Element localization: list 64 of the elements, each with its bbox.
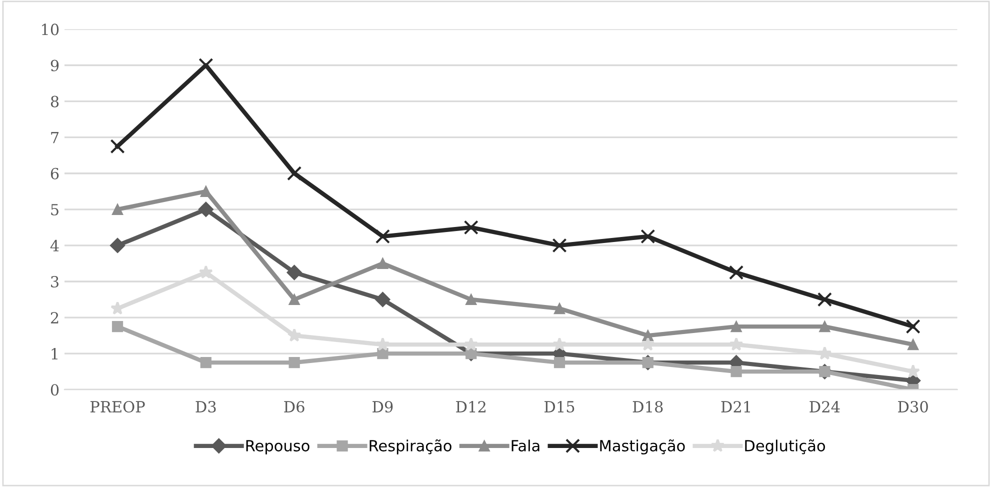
point [286,264,302,280]
point [198,202,214,217]
x-tick-label: D3 [196,400,216,413]
y-tick-label: 4 [50,240,59,252]
point [729,337,744,351]
legend-label: Repouso [246,440,310,454]
x-tick-label: PREOP [90,400,145,413]
point [375,229,390,244]
y-tick-label: 9 [50,60,59,72]
x-tick-label: D15 [544,400,574,413]
point [287,328,302,342]
point [288,357,300,368]
x-tick-label: D12 [456,400,486,412]
point [376,337,390,351]
point [640,229,656,244]
point [377,348,388,360]
x-tick-label: D24 [810,400,840,412]
y-tick-label: 8 [50,96,59,108]
point [200,186,212,197]
point [730,320,742,332]
point [288,294,300,306]
point [552,238,567,253]
point [730,366,742,378]
y-tick-label: 3 [51,276,58,288]
point [908,338,919,350]
point [552,337,566,351]
y-tick-label: 10 [42,24,59,36]
point [198,58,214,73]
point [110,139,125,154]
point [375,292,390,308]
x-tick-label: D21 [721,400,750,412]
x-tick-label: D9 [372,400,393,413]
point [554,357,566,368]
y-tick-label: 7 [51,132,59,144]
y-tick-label: 6 [50,168,59,180]
point [200,357,212,368]
point [112,320,124,332]
x-tick-label: D30 [898,400,928,413]
point [377,258,388,270]
y-tick-label: 2 [50,312,58,324]
point [640,337,655,351]
point [198,265,213,279]
point [906,319,920,334]
point [110,238,126,254]
point [466,294,477,306]
y-tick-label: 0 [50,384,59,396]
point [554,302,566,314]
point [818,346,832,360]
x-tick-label: D6 [284,400,304,413]
legend-label: Mastigação [600,439,685,454]
point [642,357,654,368]
legend-label: Deglutição [745,439,825,454]
x-tick-label: D18 [632,400,663,413]
point [817,292,832,307]
y-tick-label: 1 [52,348,58,360]
point [728,265,744,280]
point [464,337,478,351]
legend-label: Respiração [370,439,452,454]
point [464,220,478,235]
y-tick-label: 5 [51,204,58,216]
point [287,166,302,181]
legend-label: Fala [512,440,540,452]
point [112,204,124,215]
point [819,320,830,332]
